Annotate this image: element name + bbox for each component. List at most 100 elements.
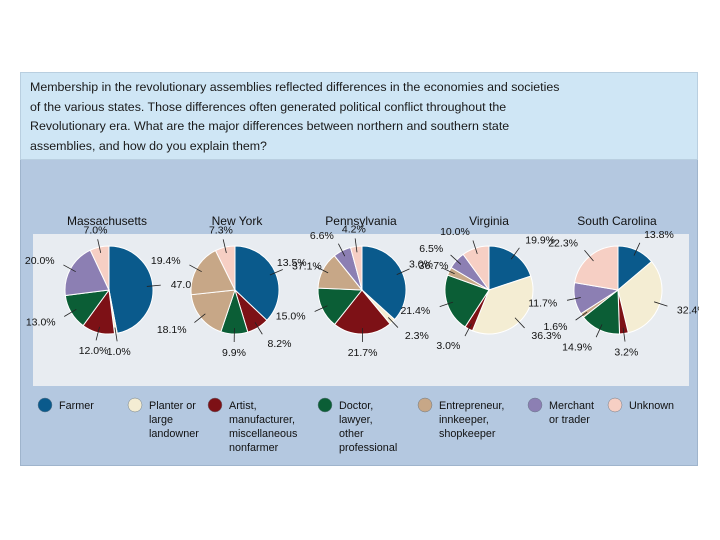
- leader-line: [95, 326, 100, 341]
- legend-swatch: [527, 397, 543, 413]
- legend-swatch: [417, 397, 433, 413]
- legend-label: manufacturer,: [229, 414, 295, 426]
- leader-line: [315, 266, 329, 274]
- leader-line: [510, 247, 520, 260]
- slice-label: 2.3%: [405, 330, 429, 342]
- leader-line: [575, 311, 588, 321]
- legend-label: Unknown: [629, 400, 674, 412]
- leader-line: [633, 242, 641, 256]
- legend-item-planter: Planter or large landowner: [127, 397, 199, 440]
- legend-item-merchant: Merchant or trader: [527, 397, 594, 426]
- figure-caption: Membership in the revolutionary assembli…: [30, 80, 560, 153]
- slice-label: 6.6%: [310, 230, 334, 242]
- legend-item-unknown: Unknown: [607, 397, 674, 413]
- slice-label: 36.3%: [531, 330, 561, 342]
- legend-swatch: [207, 397, 223, 413]
- legend-swatch: [37, 397, 53, 413]
- state-title: Massachusetts: [67, 214, 147, 228]
- legend-swatch: [607, 397, 623, 413]
- slice-label: 1.6%: [544, 321, 568, 333]
- legend-label: Merchant: [549, 400, 594, 412]
- slice-label: 8.2%: [268, 338, 292, 350]
- caption-box: Membership in the revolutionary assembli…: [20, 72, 698, 160]
- slice-label: 4.2%: [342, 224, 366, 236]
- leader-line: [396, 268, 410, 275]
- slice-label: 13.0%: [26, 317, 56, 329]
- legend-label: nonfarmer: [229, 442, 279, 454]
- legend-label: professional: [339, 442, 397, 454]
- leader-line: [595, 324, 603, 338]
- pie-pennsylvania: Pennsylvania 36.7% 2.3% 21.7% 15.0% 13.5% 6.6%…: [276, 214, 449, 359]
- legend-item-artist: Artist, manufacturer, miscellaneous nonfarm…: [207, 397, 298, 454]
- pie-virginia: Virginia 19.9% 36.3% 3.0% 21.4% 3.0% 6.5% 10.0%: [400, 214, 561, 352]
- slice-label: 10.0%: [440, 226, 470, 238]
- leader-line: [472, 240, 478, 254]
- legend-swatch: [127, 397, 143, 413]
- slice-label: 3.2%: [614, 346, 638, 358]
- leader-line: [653, 301, 668, 307]
- leader-line: [439, 301, 454, 307]
- slice-label: 13.5%: [277, 257, 307, 269]
- leader-line: [222, 239, 227, 254]
- legend-item-farmer: Farmer: [37, 397, 94, 413]
- slice-label: 9.9%: [222, 347, 246, 359]
- legend-label: Entrepreneur,: [439, 400, 504, 412]
- leader-line: [622, 327, 626, 342]
- legend-label: landowner: [149, 428, 199, 440]
- legend-label: Artist,: [229, 400, 257, 412]
- slice-label: 22.3%: [548, 238, 578, 250]
- slice-label: 36.7%: [419, 260, 449, 272]
- leader-line: [194, 313, 206, 323]
- state-title: Virginia: [469, 214, 509, 228]
- leader-line: [63, 264, 76, 273]
- pie-massachusetts: Massachusetts47.0%1.0%12.0%13.0%20.0%7.0…: [25, 214, 201, 358]
- leader-line: [114, 327, 118, 342]
- slice-label: 3.0%: [409, 259, 433, 271]
- state-title: New York: [212, 214, 264, 228]
- slice-label: 1.0%: [107, 346, 131, 358]
- leader-line: [269, 269, 283, 276]
- leader-line: [146, 284, 161, 287]
- state-title: Pennsylvania: [325, 214, 397, 228]
- slice-label: 6.5%: [419, 243, 443, 255]
- slice-label: 14.9%: [562, 341, 592, 353]
- slice-label: 7.3%: [209, 225, 233, 237]
- legend-label: other: [339, 428, 364, 440]
- legend-label: miscellaneous: [229, 428, 298, 440]
- leader-line: [64, 308, 77, 317]
- leader-line: [97, 239, 102, 254]
- slice-label: 12.0%: [79, 345, 109, 357]
- slice-label: 20.0%: [25, 255, 55, 267]
- leader-line: [254, 322, 263, 335]
- slice-label: 18.1%: [157, 324, 187, 336]
- slice-label: 19.4%: [151, 255, 181, 267]
- leader-line: [450, 254, 462, 265]
- legend-label: innkeeper,: [439, 414, 489, 426]
- leader-line: [387, 317, 399, 328]
- slice-label: 19.9%: [525, 235, 555, 247]
- legend-label: or trader: [549, 414, 590, 426]
- legend-item-entrepreneur: Entrepreneur, innkeeper, shopkeeper: [417, 397, 504, 440]
- chart-area: Massachusetts 47.0% 1.0% 12.0% 13.0% 20.0% 7.0…: [20, 160, 699, 466]
- leader-line: [441, 267, 455, 275]
- leader-line: [338, 243, 346, 257]
- slice-label: 15.0%: [276, 311, 306, 323]
- slice-label: 11.7%: [528, 297, 557, 309]
- legend-label: large: [149, 414, 173, 426]
- legend-label: Farmer: [59, 400, 94, 412]
- slice-label: 21.7%: [348, 347, 378, 359]
- legend-swatch: [317, 397, 333, 413]
- leader-line: [514, 317, 525, 329]
- legend-label: lawyer,: [339, 414, 373, 426]
- pie-charts-svg: Massachusetts47.0%1.0%12.0%13.0%20.0%7.0…: [25, 214, 699, 454]
- slice-label: 21.4%: [400, 305, 430, 317]
- slice-label: 32.4%: [677, 304, 699, 316]
- legend-label: Doctor,: [339, 400, 373, 412]
- leader-line: [566, 297, 581, 301]
- legend-item-doctor: Doctor, lawyer, other professional: [317, 397, 397, 454]
- legend-label: Planter or: [149, 400, 196, 412]
- pie-new-york: New York 37.1% 8.2% 9.9% 18.1% 19.4% 7.3%: [151, 214, 322, 359]
- slice-label: 13.8%: [644, 229, 674, 241]
- leader-line: [584, 250, 594, 262]
- leader-line: [354, 238, 358, 253]
